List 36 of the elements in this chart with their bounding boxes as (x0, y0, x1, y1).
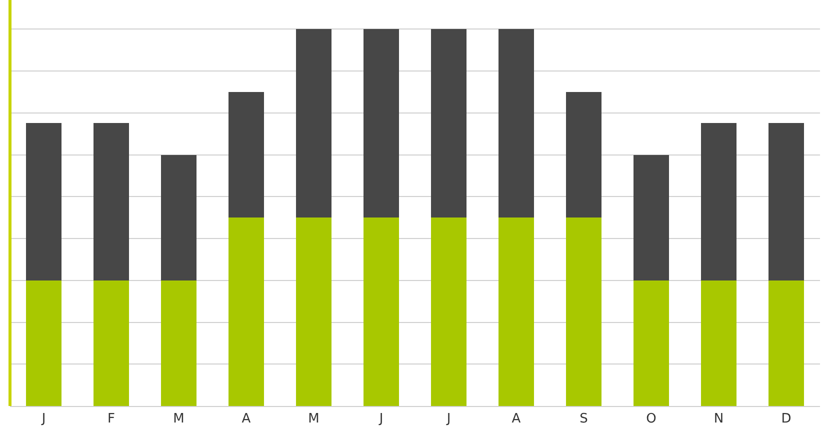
bar (701, 123, 736, 280)
x-tick-label: F (108, 412, 115, 427)
bar (296, 28, 332, 218)
x-tick-label: D (781, 412, 792, 427)
bar (498, 217, 534, 406)
bar (634, 154, 669, 280)
x-tick-label: M (173, 412, 184, 427)
bar (26, 123, 62, 280)
x-tick-label: J (378, 412, 384, 427)
x-tick-label: A (242, 412, 251, 427)
x-tick-label: J (40, 412, 46, 427)
x-tick-label: M (308, 412, 320, 427)
x-tick-label: S (580, 412, 588, 427)
bar (94, 280, 129, 406)
bar (161, 280, 196, 406)
bar (228, 92, 264, 218)
x-tick-label: A (512, 412, 521, 427)
bar (498, 28, 534, 218)
bar (228, 217, 264, 406)
bar (161, 154, 196, 280)
bar (566, 217, 602, 406)
x-tick-label: O (646, 412, 656, 427)
bar (94, 123, 129, 280)
bar (701, 280, 736, 406)
bar (431, 28, 466, 218)
bar (296, 217, 332, 406)
bar (431, 217, 466, 406)
x-tick-label: N (714, 412, 724, 427)
bar (768, 280, 804, 406)
bar (364, 217, 399, 406)
bar (26, 280, 62, 406)
bar (768, 123, 804, 280)
x-tick-label: J (446, 412, 451, 427)
bar (634, 280, 669, 406)
bar (364, 28, 399, 218)
bar (566, 92, 602, 218)
